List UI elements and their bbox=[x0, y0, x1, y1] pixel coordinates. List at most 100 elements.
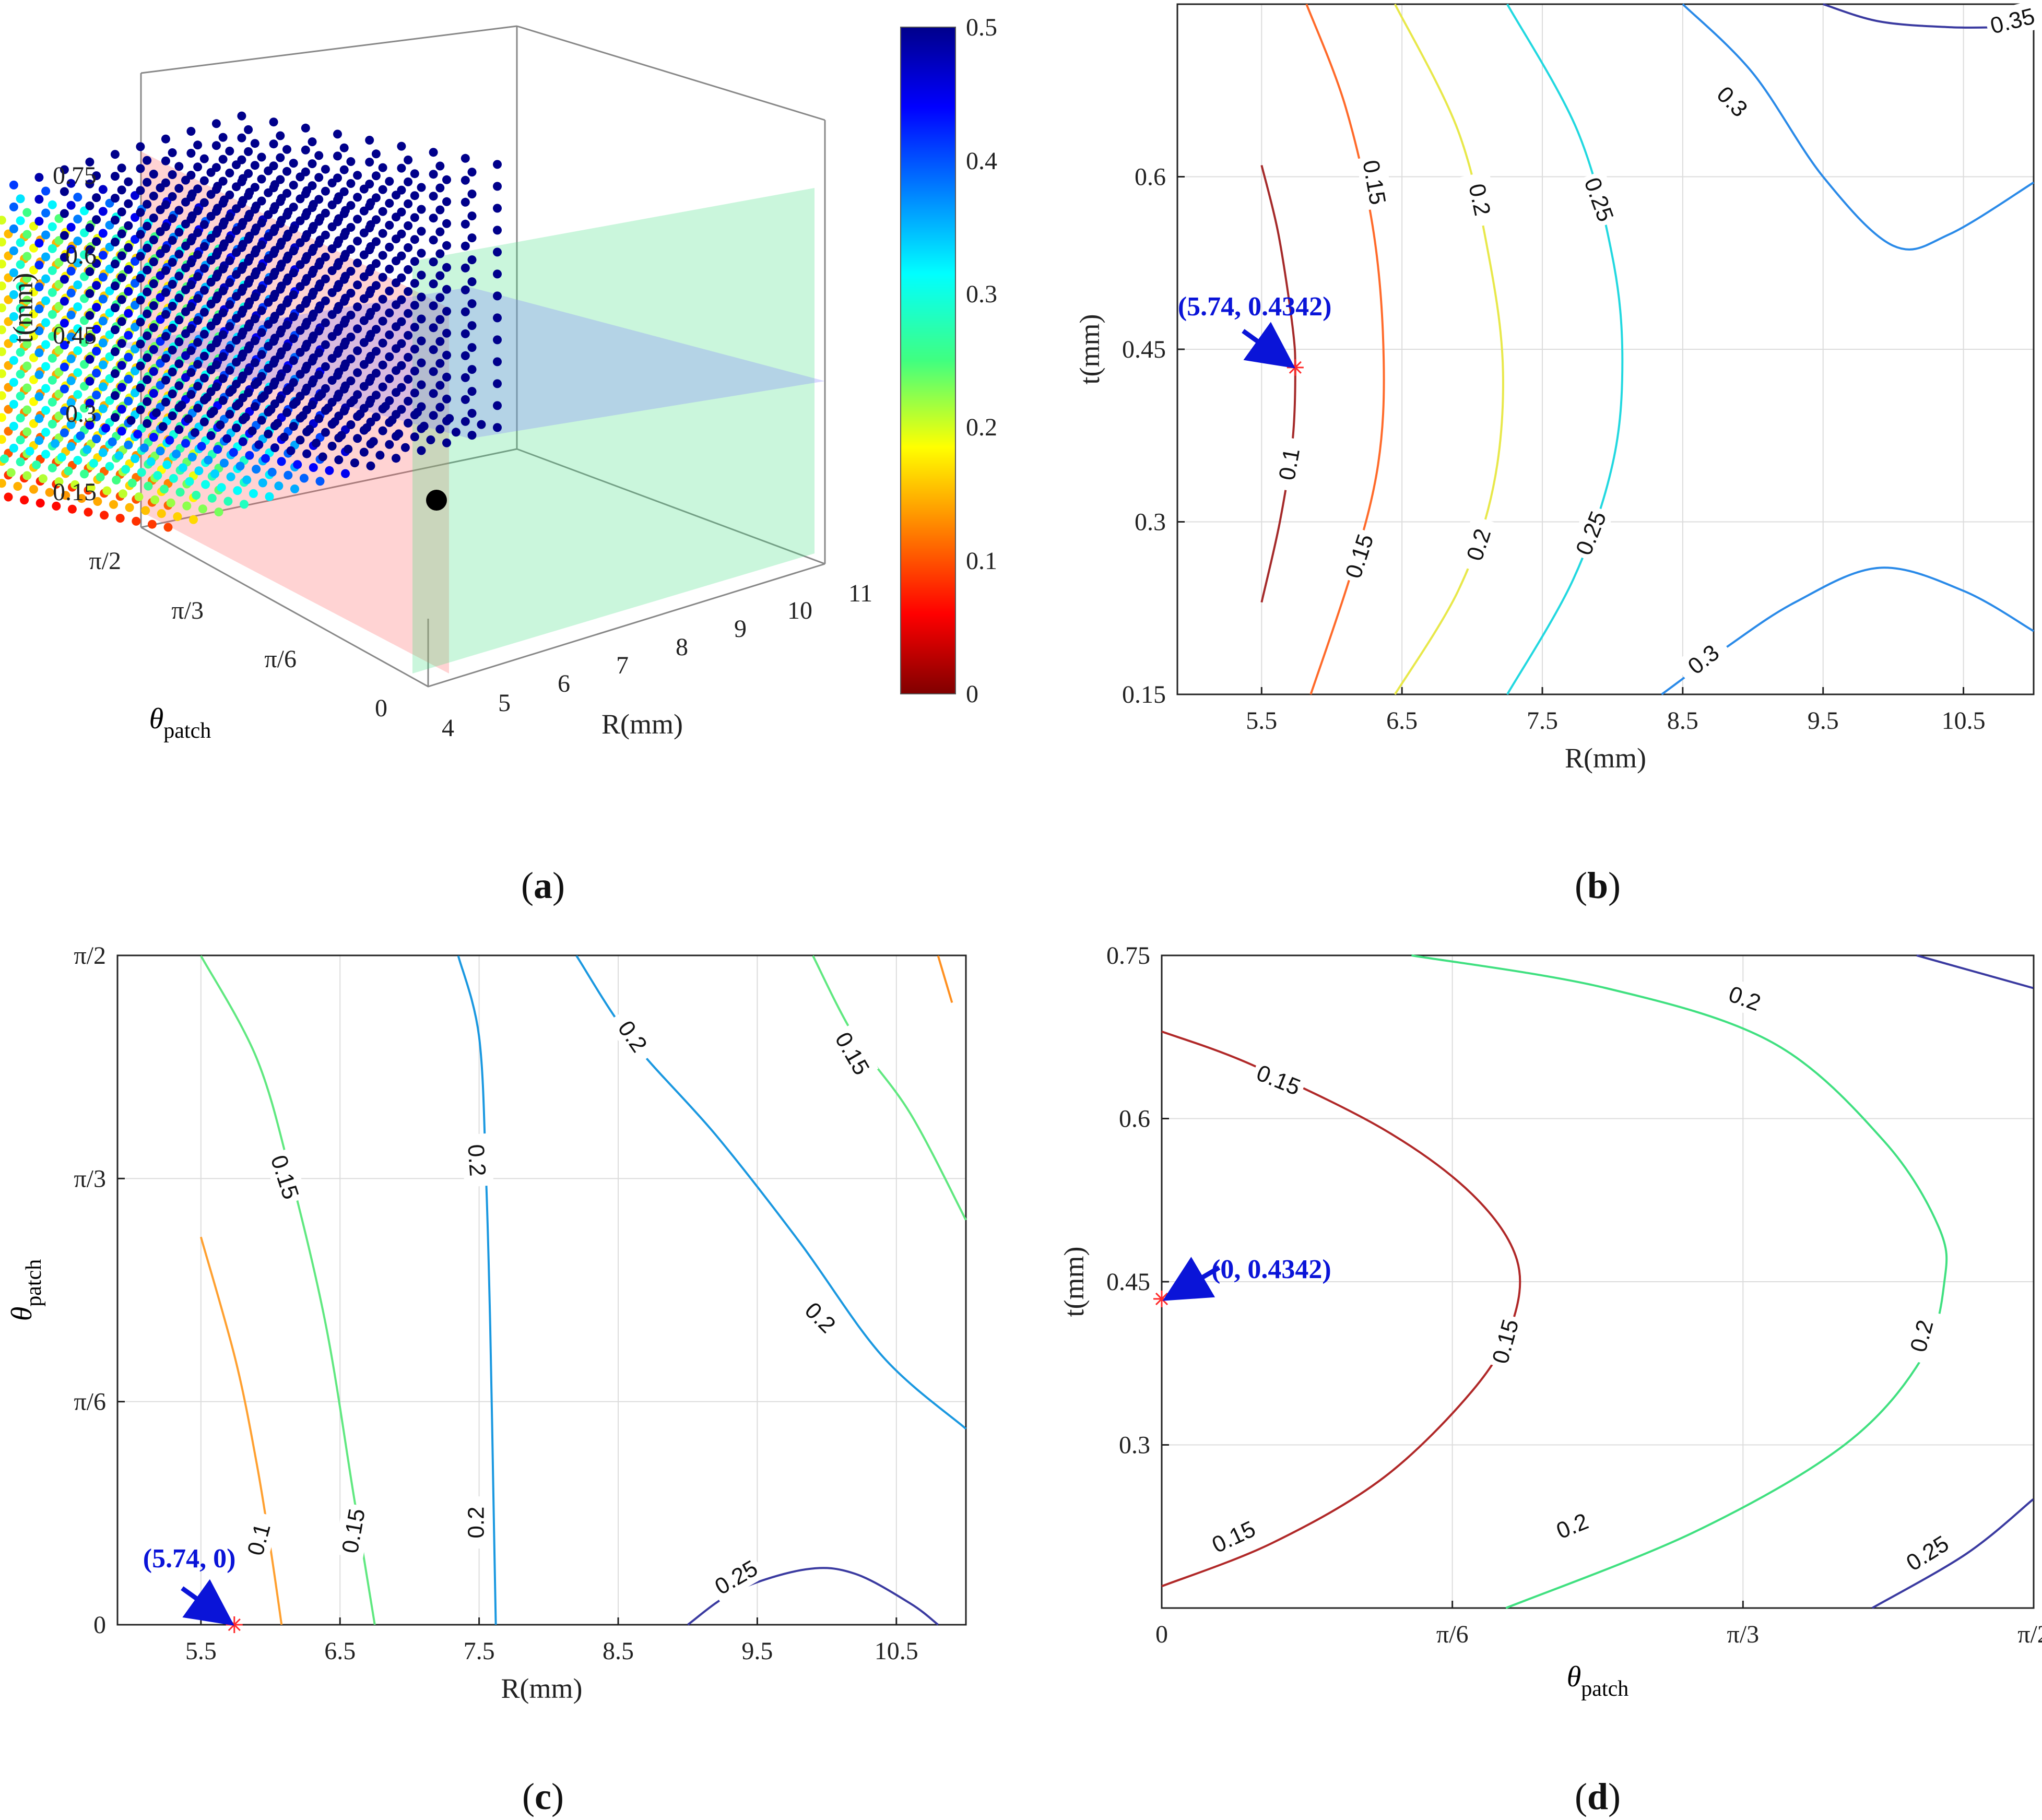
scatter-point bbox=[269, 117, 278, 127]
scatter-point bbox=[346, 289, 356, 298]
scatter-point bbox=[161, 266, 170, 275]
scatter-point bbox=[344, 444, 353, 454]
scatter-point bbox=[211, 207, 221, 216]
scatter-point bbox=[333, 349, 342, 358]
scatter-point bbox=[237, 243, 246, 252]
scatter-point bbox=[168, 236, 177, 245]
scatter-point bbox=[378, 360, 387, 370]
scatter-point bbox=[237, 133, 246, 143]
scatter-point bbox=[237, 374, 246, 384]
scatter-point bbox=[149, 214, 158, 222]
scatter-point bbox=[66, 310, 76, 320]
scatter-point bbox=[269, 337, 278, 346]
y-axis-label: t(mm) bbox=[1058, 1247, 1090, 1317]
scatter-point bbox=[110, 194, 120, 203]
scatter-point bbox=[9, 421, 18, 431]
scatter-point bbox=[257, 240, 266, 250]
scatter-point bbox=[9, 224, 18, 233]
scatter-point bbox=[92, 369, 101, 378]
scatter-point bbox=[269, 205, 278, 215]
scatter-point bbox=[117, 273, 126, 282]
scatter-point bbox=[325, 466, 334, 475]
scatter-point bbox=[309, 463, 318, 472]
scatter-point bbox=[168, 368, 177, 376]
scatter-point bbox=[61, 491, 70, 500]
scatter-point bbox=[41, 296, 51, 305]
scatter-point bbox=[66, 288, 76, 298]
scatter-point bbox=[168, 258, 177, 267]
scatter-point bbox=[365, 202, 374, 210]
scatter-point bbox=[199, 286, 209, 295]
scatter-point bbox=[211, 273, 221, 282]
scatter-point bbox=[143, 178, 152, 187]
scatter-point bbox=[237, 265, 246, 274]
scatter-point bbox=[92, 303, 101, 312]
scatter-point bbox=[333, 129, 342, 139]
scatter-point bbox=[85, 157, 95, 167]
x-tick-label: π/3 bbox=[1727, 1621, 1760, 1648]
scatter-point bbox=[186, 171, 196, 180]
x-tick-label: 4 bbox=[442, 714, 454, 742]
scatter-point bbox=[321, 164, 330, 174]
scatter-point bbox=[98, 404, 108, 413]
contour-line bbox=[1411, 954, 1948, 1609]
scatter-point bbox=[397, 383, 406, 392]
scatter-point bbox=[346, 201, 356, 210]
scatter-point bbox=[211, 141, 221, 150]
scatter-point bbox=[110, 303, 120, 313]
scatter-point bbox=[341, 469, 350, 478]
scatter-point bbox=[66, 222, 76, 232]
scatter-point bbox=[339, 318, 349, 328]
scatter-point bbox=[349, 396, 358, 405]
scatter-point bbox=[73, 324, 82, 334]
scatter-point bbox=[60, 187, 69, 196]
scatter-point bbox=[435, 403, 445, 412]
scatter-point bbox=[85, 311, 95, 320]
scatter-point bbox=[225, 365, 234, 375]
scatter-point bbox=[365, 333, 374, 342]
scatter-point bbox=[442, 394, 451, 404]
scatter-point bbox=[290, 484, 299, 493]
scatter-point bbox=[301, 321, 310, 330]
scatter-point bbox=[73, 237, 82, 246]
scatter-point bbox=[339, 209, 349, 218]
scatter-point bbox=[41, 384, 51, 393]
contour-label-bg bbox=[827, 1023, 879, 1083]
scatter-point bbox=[461, 175, 470, 185]
scatter-point bbox=[225, 278, 234, 287]
scatter-point bbox=[136, 230, 145, 239]
scatter-point bbox=[225, 146, 234, 156]
scatter-point bbox=[493, 379, 502, 388]
scatter-point bbox=[124, 440, 133, 450]
scatter-point bbox=[137, 468, 146, 477]
scatter-point bbox=[193, 316, 203, 325]
scatter-point bbox=[276, 372, 285, 382]
scatter-point bbox=[165, 435, 174, 445]
scatter-point bbox=[166, 498, 175, 507]
scatter-point bbox=[371, 369, 381, 378]
scatter-point bbox=[257, 152, 266, 162]
scatter-point bbox=[346, 333, 356, 341]
scatter-point bbox=[321, 296, 330, 305]
scatter-point bbox=[397, 339, 406, 348]
contour-label-bg bbox=[1704, 72, 1762, 131]
scatter-point bbox=[41, 274, 51, 283]
scatter-point bbox=[124, 199, 133, 208]
scatter-point bbox=[199, 198, 209, 207]
scatter-point bbox=[371, 171, 381, 181]
scatter-point bbox=[211, 185, 221, 194]
scatter-point bbox=[250, 336, 259, 346]
scatter-point bbox=[204, 455, 213, 465]
scatter-point bbox=[339, 231, 349, 240]
scatter-point bbox=[149, 323, 158, 332]
scatter-point bbox=[276, 175, 285, 184]
scatter-point bbox=[186, 237, 196, 245]
scatter-point bbox=[168, 214, 177, 223]
scatter-point bbox=[67, 504, 77, 514]
scatter-point bbox=[48, 353, 57, 363]
contour-line bbox=[1682, 3, 2035, 251]
scatter-point bbox=[174, 425, 184, 434]
scatter-point bbox=[385, 374, 394, 383]
scatter-point bbox=[16, 413, 25, 423]
scatter-point bbox=[114, 451, 124, 460]
